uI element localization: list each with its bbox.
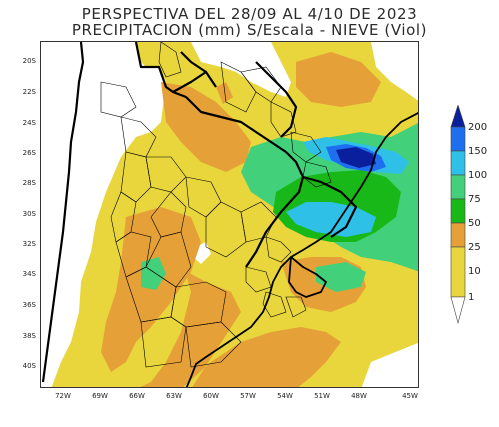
colorbar-swatch-100 bbox=[450, 150, 466, 176]
no-rain-northeast bbox=[371, 42, 418, 101]
lat-label-32s: 32S bbox=[22, 240, 36, 248]
precip-10-25-northeast bbox=[296, 52, 381, 107]
border-bolivia-north bbox=[172, 70, 217, 93]
border-brazil-uruguay bbox=[302, 175, 358, 238]
map-title-line2: PRECIPITACION (mm) S/Escala - NIEVE (Vio… bbox=[71, 21, 428, 39]
precip-10-25-north bbox=[161, 82, 251, 172]
colorbar-swatch-150 bbox=[450, 126, 466, 152]
lon-label-60w: 60W bbox=[203, 392, 219, 400]
border-bolivia-paraguay bbox=[134, 42, 287, 153]
country-borders bbox=[41, 42, 358, 383]
border-argentina-uruguay bbox=[245, 151, 305, 268]
lat-label-28s: 28S bbox=[22, 179, 36, 187]
lon-label-51w: 51W bbox=[314, 392, 330, 400]
colorbar-label-50: 50 bbox=[468, 218, 481, 229]
coastline bbox=[185, 112, 418, 387]
map-title-line1: PERSPECTIVA DEL 28/09 AL 4/10 DE 2023 bbox=[81, 5, 418, 23]
colorbar bbox=[450, 105, 466, 325]
precip-150-200 bbox=[336, 147, 376, 168]
colorbar-label-1: 1 bbox=[468, 292, 475, 303]
lat-label-40s: 40S bbox=[22, 362, 36, 370]
precipitation-map bbox=[40, 41, 419, 388]
lat-label-30s: 30S bbox=[22, 210, 36, 218]
colorbar-label-200: 200 bbox=[468, 122, 488, 133]
precipitation-map-svg bbox=[41, 42, 418, 387]
precip-10-25-south bbox=[140, 252, 341, 387]
no-rain-southeast bbox=[361, 342, 418, 387]
lat-label-34s: 34S bbox=[22, 270, 36, 278]
precip-25-50-west bbox=[141, 257, 166, 290]
colorbar-swatch-200 bbox=[450, 105, 466, 128]
colorbar-label-10: 10 bbox=[468, 266, 481, 277]
colorbar-label-75: 75 bbox=[468, 194, 481, 205]
precip-25-50-south bbox=[316, 262, 366, 292]
precip-10-25-patch bbox=[216, 82, 233, 104]
colorbar-label-150: 150 bbox=[468, 146, 488, 157]
lon-label-54w: 54W bbox=[277, 392, 293, 400]
no-rain-north bbox=[191, 42, 291, 97]
border-chile-argentina bbox=[41, 42, 85, 383]
province-borders bbox=[100, 42, 332, 368]
lon-label-66w: 66W bbox=[129, 392, 145, 400]
colorbar-swatch-25 bbox=[450, 222, 466, 248]
lon-label-45w: 45W bbox=[402, 392, 418, 400]
colorbar-swatch-1 bbox=[450, 296, 466, 325]
lon-label-69w: 69W bbox=[92, 392, 108, 400]
colorbar-label-100: 100 bbox=[468, 170, 488, 181]
lat-label-24s: 24S bbox=[22, 119, 36, 127]
colorbar-label-25: 25 bbox=[468, 242, 481, 253]
border-paraguay-brazil bbox=[255, 61, 298, 138]
precip-10-25-west bbox=[101, 207, 201, 372]
colorbar-swatch-10 bbox=[450, 246, 466, 298]
lat-label-38s: 38S bbox=[22, 332, 36, 340]
lon-label-72w: 72W bbox=[55, 392, 71, 400]
lon-label-63w: 63W bbox=[166, 392, 182, 400]
rio-de-la-plata bbox=[288, 256, 327, 298]
lon-label-57w: 57W bbox=[240, 392, 256, 400]
lat-label-36s: 36S bbox=[22, 301, 36, 309]
colorbar-swatch-50 bbox=[450, 198, 466, 224]
border-bolivia-west bbox=[180, 51, 207, 73]
lon-label-48w: 48W bbox=[351, 392, 367, 400]
lat-label-20s: 20S bbox=[22, 57, 36, 65]
colorbar-swatch-75 bbox=[450, 174, 466, 200]
lat-label-22s: 22S bbox=[22, 88, 36, 96]
lat-label-26s: 26S bbox=[22, 149, 36, 157]
